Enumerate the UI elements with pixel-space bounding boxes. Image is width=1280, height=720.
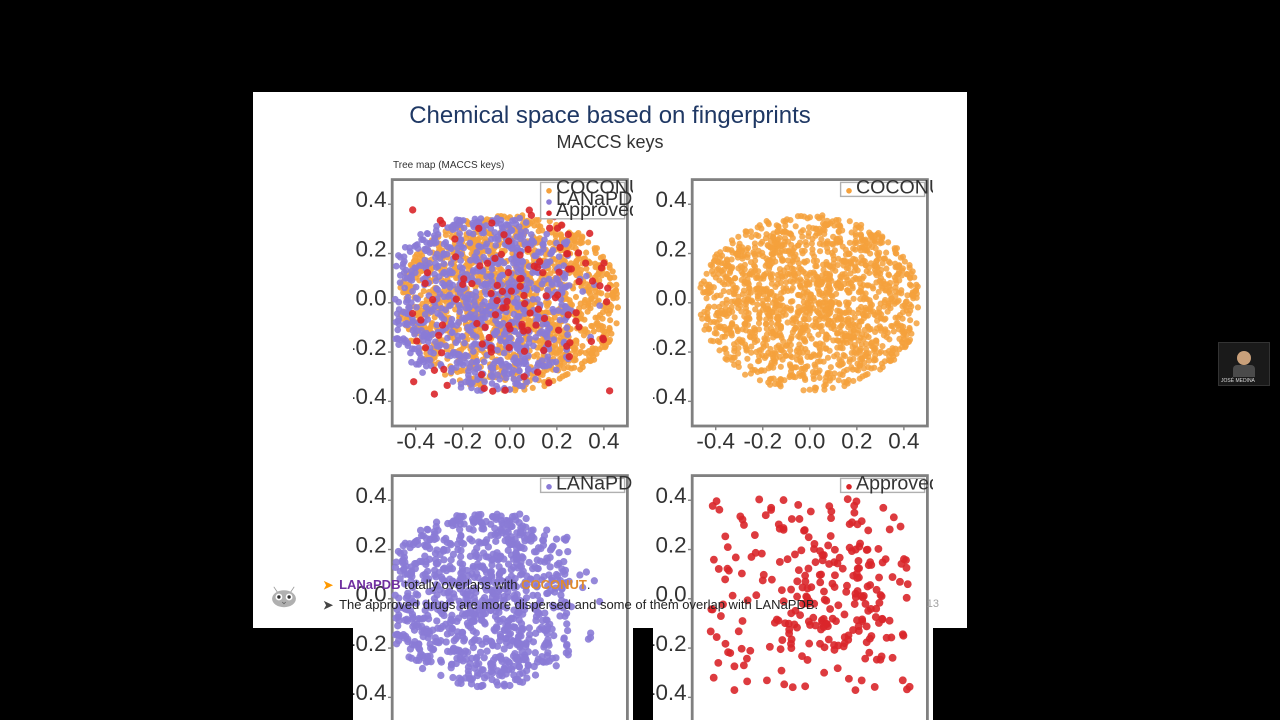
svg-text:0.0: 0.0: [794, 428, 825, 453]
svg-text:0.4: 0.4: [588, 428, 619, 453]
svg-text:-0.2: -0.2: [353, 335, 387, 360]
svg-text:0.4: 0.4: [355, 187, 386, 212]
svg-text:-0.2: -0.2: [743, 428, 782, 453]
svg-text:-0.2: -0.2: [653, 335, 687, 360]
bullet-row: ➤ LANaPDB totally overlaps with COCONUT.: [323, 575, 937, 595]
svg-text:0.4: 0.4: [655, 187, 686, 212]
scatter-panel: -0.4-0.20.00.20.4-0.4-0.20.00.20.4COCONU…: [353, 174, 633, 454]
scatter-panel: -0.4 -0.2 0.0 0.2 0.4 -0.4 -0.2 0.0 0.2 0.4 COCONU…: [653, 174, 933, 454]
svg-text:0.0: 0.0: [494, 428, 525, 453]
speaker-camera-thumbnail: JOSÉ MEDINA: [1218, 342, 1270, 386]
svg-text:0.0: 0.0: [655, 286, 686, 311]
speaker-body-shape: [1233, 365, 1255, 377]
svg-text:LANaPDB: LANaPDB: [556, 473, 633, 495]
svg-text:-0.4: -0.4: [353, 680, 387, 705]
grid-2x2: -0.4 -0.2 0.0 0.2 0.4 -0.4 -0.2 0.0 0.2 0.4 COCONU…: [353, 174, 933, 556]
svg-text:-0.2: -0.2: [443, 428, 482, 453]
svg-text:0.4: 0.4: [888, 428, 919, 453]
svg-text:-0.4: -0.4: [653, 384, 687, 409]
bullet-arrow-icon: ➤: [323, 576, 333, 594]
slide-subtitle: MACCS keys: [253, 132, 967, 153]
svg-text:0.0: 0.0: [355, 286, 386, 311]
institution-logo: [267, 580, 301, 614]
svg-text:-0.4: -0.4: [396, 428, 435, 453]
plot-grid: Tree map (MACCS keys) -0.4-0.20.00.20.4-…: [353, 174, 933, 556]
svg-text:0.2: 0.2: [655, 236, 686, 261]
svg-text:-0.4: -0.4: [696, 428, 735, 453]
bullet-text: LANaPDB totally overlaps with COCONUT.: [339, 575, 590, 595]
svg-text:Approved drugs: Approved drugs: [556, 199, 633, 221]
svg-text:0.2: 0.2: [355, 532, 386, 557]
presentation-slide: Chemical space based on fingerprints MAC…: [253, 92, 967, 628]
slide-title: Chemical space based on fingerprints: [253, 102, 967, 130]
speaker-name-label: JOSÉ MEDINA: [1221, 378, 1255, 384]
svg-text:0.4: 0.4: [355, 483, 386, 508]
svg-text:0.2: 0.2: [841, 428, 872, 453]
bullet-text: The approved drugs are more dispersed an…: [339, 595, 818, 615]
bullet-points: ➤LANaPDB totally overlaps with COCONUT.➤…: [323, 575, 937, 614]
panel-combined: -0.4-0.20.00.20.4-0.4-0.20.00.20.4COCONU…: [353, 174, 633, 454]
svg-text:-0.2: -0.2: [353, 631, 387, 656]
grid-overall-title: Tree map (MACCS keys): [393, 160, 504, 171]
svg-text:COCONUT: COCONUT: [856, 177, 933, 199]
speaker-head-shape: [1237, 351, 1251, 365]
svg-text:-0.4: -0.4: [353, 384, 387, 409]
panel-coconut_only: -0.4 -0.2 0.0 0.2 0.4 -0.4 -0.2 0.0 0.2 0.4 COCONU…: [653, 174, 933, 454]
bullet-arrow-icon: ➤: [323, 596, 333, 614]
bullet-row: ➤ The approved drugs are more dispersed a…: [323, 595, 937, 615]
svg-text:0.2: 0.2: [355, 236, 386, 261]
page-number: 13: [927, 598, 939, 610]
svg-text:0.2: 0.2: [541, 428, 572, 453]
